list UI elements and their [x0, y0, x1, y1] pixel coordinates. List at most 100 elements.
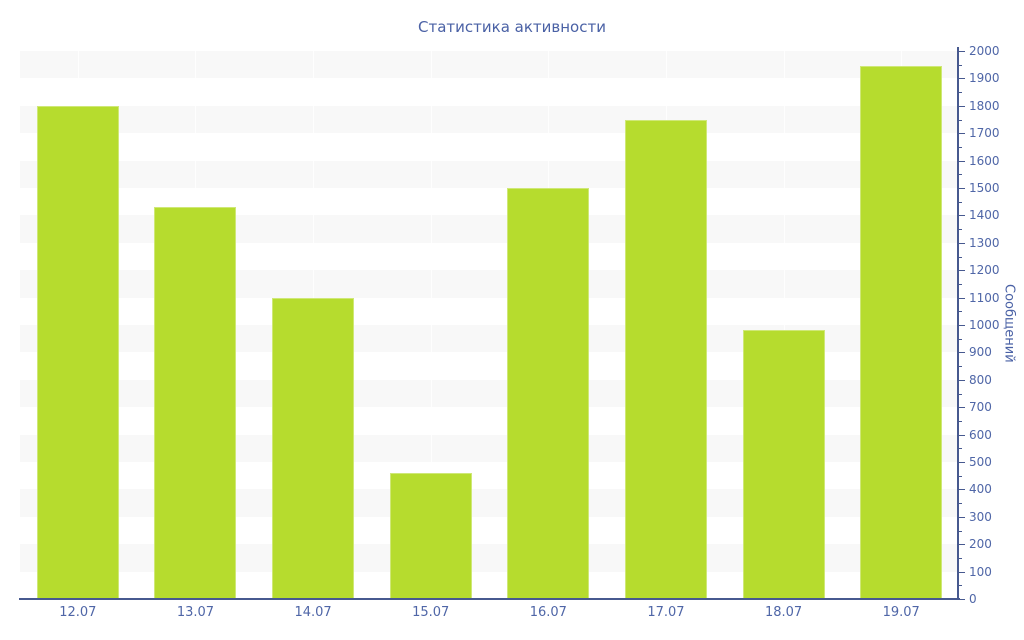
tick-mark	[958, 174, 962, 176]
bar-12.07	[36, 105, 119, 599]
y-tick-label: 1700	[969, 126, 1000, 141]
bar-slot	[725, 51, 843, 599]
y-axis-title: Сообщений	[1001, 284, 1017, 363]
bars-container	[19, 51, 960, 599]
y-tick-label: 300	[969, 509, 992, 524]
tick-mark	[958, 462, 965, 463]
tick-mark	[958, 215, 965, 217]
bar-slot	[372, 51, 490, 599]
tick-mark	[958, 379, 965, 381]
y-tick-label: 1500	[969, 181, 1000, 195]
bar-slot	[842, 51, 960, 599]
tick-mark	[958, 516, 965, 518]
tick-mark	[958, 64, 962, 66]
tick-mark	[958, 585, 962, 587]
y-tick-label: 900	[969, 345, 992, 360]
x-tick-label: 19.07	[882, 605, 920, 620]
y-tick-label: 500	[969, 455, 992, 469]
tick-mark	[958, 352, 965, 354]
tick-mark	[958, 297, 965, 299]
bar-13.07	[154, 207, 237, 599]
tick-mark	[958, 434, 965, 436]
y-tick-label: 0	[969, 592, 977, 606]
x-tick-label: 13.07	[176, 605, 215, 620]
bar-17.07	[624, 119, 707, 599]
tick-mark	[958, 489, 965, 491]
y-tick-label: 1100	[969, 290, 1000, 305]
y-tick-label: 2000	[969, 44, 1000, 58]
tick-mark	[958, 51, 965, 52]
x-tick-label: 15.07	[412, 605, 450, 620]
tick-mark	[958, 242, 965, 244]
tick-mark	[958, 407, 965, 409]
x-axis-labels: 12.07 13.07 14.07 15.07 16.07 17.07 18.07 19.07	[19, 605, 960, 620]
bar-slot	[254, 51, 372, 599]
tick-mark	[958, 201, 962, 203]
plot-area	[19, 47, 960, 600]
tick-mark	[958, 92, 962, 94]
y-tick-label: 800	[969, 372, 992, 387]
y-tick-label: 1600	[969, 153, 1000, 168]
tick-mark	[958, 338, 962, 340]
y-tick-label: 1000	[969, 318, 1000, 332]
tick-mark	[958, 133, 965, 135]
x-axis-line	[19, 598, 960, 600]
tick-mark	[958, 544, 965, 546]
y-tick-label: 1800	[969, 98, 1000, 113]
bar-slot	[19, 51, 137, 599]
bar-16.07	[507, 188, 590, 599]
x-tick-label: 12.07	[59, 605, 97, 620]
y-tick-label: 400	[969, 482, 992, 497]
tick-mark	[958, 393, 962, 395]
bar-19.07	[860, 66, 943, 599]
x-tick-label: 18.07	[764, 605, 803, 620]
bar-slot	[490, 51, 608, 599]
tick-mark	[958, 557, 962, 559]
bar-slot	[137, 51, 255, 599]
y-tick-label: 600	[969, 427, 992, 442]
tick-mark	[958, 366, 962, 368]
y-axis-ticks: 2000 1900 1800 1700 1600 1500 1400 1300 1200 1100…	[958, 44, 1022, 606]
tick-mark	[958, 599, 965, 600]
tick-mark	[958, 571, 965, 573]
y-axis-line	[957, 47, 959, 600]
tick-mark	[958, 311, 962, 313]
tick-mark	[958, 188, 965, 189]
tick-mark	[958, 146, 962, 148]
chart-title: Статистика активности	[418, 18, 606, 36]
y-tick-label: 1400	[969, 208, 1000, 223]
tick-mark	[958, 270, 965, 272]
x-tick-label: 16.07	[529, 605, 567, 620]
tick-mark	[958, 105, 965, 107]
tick-mark	[958, 229, 962, 231]
tick-mark	[958, 283, 962, 285]
y-tick-label: 100	[969, 564, 992, 579]
grid-band	[20, 105, 958, 134]
y-tick-label: 700	[969, 400, 992, 415]
tick-mark	[958, 420, 962, 422]
tick-mark	[958, 475, 962, 477]
tick-mark	[958, 160, 965, 162]
bar-slot	[607, 51, 725, 599]
tick-mark	[958, 325, 965, 326]
x-tick-label: 17.07	[647, 605, 685, 620]
x-tick-label: 14.07	[294, 605, 332, 620]
bar-18.07	[742, 330, 825, 599]
tick-mark	[958, 78, 965, 80]
y-tick-label: 1900	[969, 71, 1000, 86]
grid-band	[20, 160, 958, 188]
tick-mark	[958, 256, 962, 258]
category-gridline	[430, 51, 432, 599]
tick-mark	[958, 448, 962, 450]
y-tick-label: 1200	[969, 263, 1000, 278]
category-gridline	[783, 51, 785, 599]
tick-mark	[958, 530, 962, 532]
tick-mark	[958, 503, 962, 505]
y-tick-label: 1300	[969, 235, 1000, 250]
bar-14.07	[272, 297, 355, 599]
grid-band	[20, 51, 958, 79]
tick-mark	[958, 119, 962, 121]
y-tick-label: 200	[969, 537, 992, 552]
bar-15.07	[389, 472, 472, 599]
